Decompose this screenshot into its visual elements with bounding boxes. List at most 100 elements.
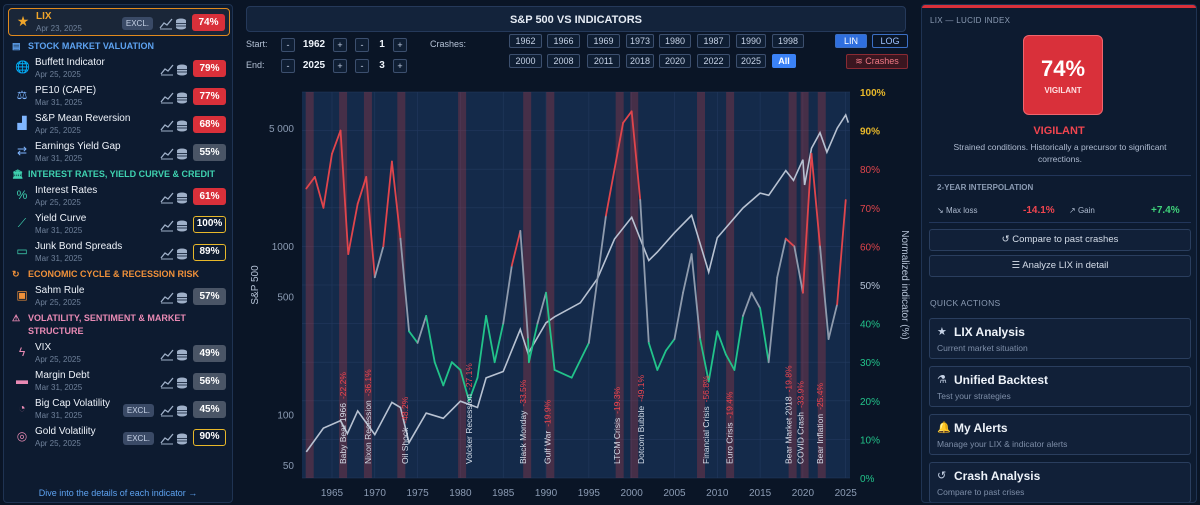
chart-icon[interactable] [160,219,174,232]
sidebar-indicator-item[interactable]: 🌐 Buffett Indicator Apr 25, 2025 79% [8,55,230,83]
lin-scale-toggle[interactable]: LIN [835,34,867,48]
crash-year-button[interactable]: 1973 [626,34,654,48]
bell-icon: 🔔 [937,422,951,434]
quick-action-card[interactable]: ⚗ Unified Backtest Test your strategies [929,366,1191,407]
x-tick-label: 2020 [792,488,815,499]
crash-year-button[interactable]: 1962 [509,34,542,48]
chart-panel: S&P 500 VS INDICATORS Start: - 1962 + - … [238,4,914,503]
start-month-increment[interactable]: + [393,38,407,52]
end-month-value[interactable]: 3 [379,60,385,71]
chart-icon[interactable] [160,432,174,445]
sidebar-indicator-item[interactable]: ◎ Gold Volatility Apr 25, 2025 EXCL. 90% [8,424,230,452]
analyze-lix-button[interactable]: ☰ Analyze LIX in detail [929,255,1191,277]
end-month-increment[interactable]: + [393,59,407,73]
crash-year-button[interactable]: 2011 [587,54,620,68]
crash-year-all-button[interactable]: All [772,54,796,68]
sp500-indicator-chart[interactable]: Baby Bear 1966 -22.2% Nixon Recession -36.1… [238,80,914,500]
database-icon[interactable] [176,147,190,160]
indicator-line-segment [724,353,736,371]
chart-icon[interactable] [160,147,174,160]
crash-year-button[interactable]: 2000 [509,54,542,68]
indicator-score-badge: 90% [193,429,226,446]
crash-year-button[interactable]: 2022 [697,54,730,68]
database-icon[interactable] [176,291,190,304]
chart-icon[interactable] [160,191,174,204]
crash-pct: -33.5% [518,379,528,406]
sidebar-indicator-item[interactable]: ⇄ Earnings Yield Gap Mar 31, 2025 55% [8,139,230,167]
chart-icon[interactable] [159,17,173,30]
sidebar-indicator-item[interactable]: ◔ Big Cap Volatility Mar 31, 2025 EXCL. 45% [8,396,230,424]
y-tick-label: 1000 [272,242,295,253]
chart-icon[interactable] [160,291,174,304]
start-year-increment[interactable]: + [333,38,347,52]
crash-year-button[interactable]: 1987 [697,34,730,48]
database-icon[interactable] [176,191,190,204]
crash-year-button[interactable]: 1969 [587,34,620,48]
end-year-value[interactable]: 2025 [302,60,326,71]
crash-year-button[interactable]: 2025 [736,54,766,68]
x-tick-label: 1965 [321,488,344,499]
crash-year-button[interactable]: 1998 [772,34,804,48]
crash-year-button[interactable]: 2020 [659,54,691,68]
quick-action-card[interactable]: ↺ Crash Analysis Compare to past crises [929,462,1191,502]
sidebar-indicator-item[interactable]: ▭ Junk Bond Spreads Mar 31, 2025 89% [8,239,230,267]
sidebar-indicator-item[interactable]: ⚖ PE10 (CAPE) Mar 31, 2025 77% [8,83,230,111]
sidebar-indicator-item[interactable]: ϟ VIX Apr 25, 2025 49% [8,340,230,368]
sidebar-item-lix[interactable]: ★ LIX Apr 23, 2025 EXCL. 74% [8,8,230,36]
database-icon[interactable] [176,119,190,132]
crash-year-button[interactable]: 1990 [736,34,766,48]
end-year-decrement[interactable]: - [281,59,295,73]
indicator-line-segment [528,322,539,364]
end-year-increment[interactable]: + [333,59,347,73]
section-title: ECONOMIC CYCLE & RECESSION RISK [28,269,200,279]
crash-year-button[interactable]: 2008 [547,54,580,68]
database-icon[interactable] [176,404,190,417]
compare-crashes-button[interactable]: ↺ Compare to past crashes [929,229,1191,251]
indicator-details-link[interactable]: Dive into the details of each indicator … [38,488,198,498]
database-icon[interactable] [176,219,190,232]
cycle-icon: ↻ [12,269,20,279]
sidebar-indicator-item[interactable]: ⟋ Yield Curve Mar 31, 2025 100% [8,211,230,239]
chart-icon[interactable] [160,119,174,132]
y2-tick-label: 40% [860,320,880,331]
chart-icon[interactable] [160,63,174,76]
crash-annotation: Financial Crisis -56.8% [701,375,711,464]
log-scale-toggle[interactable]: LOG [872,34,908,48]
sidebar-indicator-item[interactable]: ▟ S&P Mean Reversion Apr 25, 2025 68% [8,111,230,139]
database-icon[interactable] [176,376,190,389]
crash-year-button[interactable]: 1966 [547,34,580,48]
chart-icon[interactable] [160,247,174,260]
database-icon[interactable] [176,247,190,260]
quick-action-card[interactable]: 🔔 My Alerts Manage your LIX & indicator al… [929,414,1191,455]
database-icon[interactable] [176,348,190,361]
crash-year-button[interactable]: 1980 [659,34,691,48]
sidebar-indicator-item[interactable]: ▣ Sahm Rule Apr 25, 2025 57% [8,283,230,311]
start-month-decrement[interactable]: - [355,38,369,52]
database-icon[interactable] [176,432,190,445]
crash-label: Nixon Recession -36.1% [363,369,373,464]
indicator-line-segment [450,361,462,371]
start-year-decrement[interactable]: - [281,38,295,52]
end-month-decrement[interactable]: - [355,59,369,73]
crash-name: Bear Market 2018 [783,396,793,464]
indicator-line-segment [382,160,393,248]
indicator-line-segment [673,291,684,340]
start-month-value[interactable]: 1 [379,39,385,50]
sidebar-indicator-item[interactable]: ▬ Margin Debt Mar 31, 2025 56% [8,368,230,396]
indicator-name: LIX [36,11,52,22]
database-icon[interactable] [176,63,190,76]
indicator-line-segment [784,237,796,248]
start-year-value[interactable]: 1962 [302,39,326,50]
chart-icon[interactable] [160,404,174,417]
sidebar-indicator-item[interactable]: % Interest Rates Apr 25, 2025 61% [8,183,230,211]
chart-icon[interactable] [160,376,174,389]
database-icon[interactable] [176,91,190,104]
crash-label: Euro Crisis -19.4% [724,391,734,464]
crash-year-button[interactable]: 2018 [626,54,654,68]
quick-action-card[interactable]: ★ LIX Analysis Current market situation [929,318,1191,359]
chart-icon[interactable] [160,91,174,104]
database-icon[interactable] [175,17,189,30]
crashes-toggle-button[interactable]: ≋ Crashes [846,54,908,69]
chart-icon[interactable] [160,348,174,361]
